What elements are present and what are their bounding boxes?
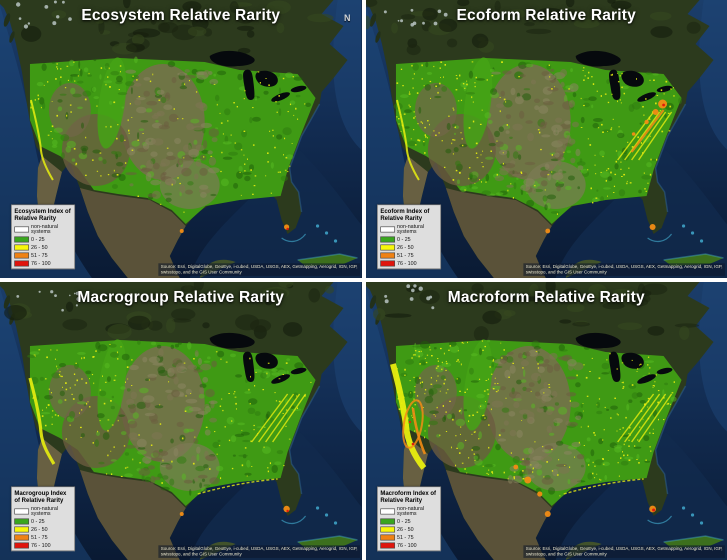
legend-swatch [14,225,30,232]
map-panel-ecosystem: Ecosystem Relative Rarity N Ecosystem In… [0,0,362,278]
legend-swatch [379,542,395,549]
legend-items: non-natural systems 0 - 25 26 - 50 51 - 75 7… [14,223,71,267]
legend-item: 26 - 50 [379,243,437,251]
legend-item: 51 - 75 [14,251,71,259]
legend-swatch [14,534,30,541]
legend-item-label: 26 - 50 [396,243,414,250]
map-attribution: Source: Esri, DigitalGlobe, GeoEye, i-cu… [523,263,725,276]
legend-item-label: 26 - 50 [31,525,48,532]
legend-swatch [14,260,30,267]
legend-title: Macrogroup Index of Relative Rarity [14,489,67,503]
legend-swatch [379,507,395,514]
map-attribution: Source: Esri, DigitalGlobe, GeoEye, i-cu… [157,263,360,276]
legend-swatch [379,526,395,533]
legend-item: non-natural systems [379,504,437,517]
legend-items: non-natural systems 0 - 25 26 - 50 51 - 75 7… [379,504,437,549]
legend-swatch [14,236,30,243]
attribution-line2: swisstopo, and the GIS User Community [160,269,242,276]
legend-item: 51 - 75 [14,533,71,541]
attribution-line2: swisstopo, and the GIS User Community [160,551,242,558]
attribution-line2: swisstopo, and the GIS User Community [525,269,607,276]
legend-swatch [379,225,395,232]
legend-title: Ecosystem Index of Relative Rarity [14,207,71,221]
legend-item-label: 76 - 100 [396,541,417,548]
legend-swatch [14,507,30,514]
legend-items: non-natural systems 0 - 25 26 - 50 51 - 75 7… [379,222,437,267]
attribution-line1: Source: Esri, DigitalGlobe, GeoEye, i-cu… [160,264,358,270]
legend-item: 76 - 100 [14,259,71,267]
legend-item-label: 0 - 25 [31,517,45,524]
legend-item-label: 0 - 25 [396,517,411,524]
legend-swatch [14,542,30,549]
legend-item-label: 51 - 75 [396,251,414,258]
legend-swatch [379,260,395,267]
legend-item: non-natural systems [14,505,71,516]
panel-title: Ecoform Relative Rarity [456,7,636,24]
legend-item-label: 76 - 100 [31,259,51,266]
legend-item: 0 - 25 [14,517,71,525]
legend-item-label: non-natural systems [31,504,59,517]
legend-swatch [14,518,30,525]
legend-item-label: non-natural systems [396,222,424,235]
legend-swatch [379,252,395,259]
legend-item-label: 76 - 100 [31,541,51,548]
map-legend: Ecoform Index of Relative Rarity non-nat… [376,203,441,269]
attribution-line1: Source: Esri, DigitalGlobe, GeoEye, i-cu… [525,264,723,270]
us-map-macroform [365,282,727,560]
map-attribution: Source: Esri, DigitalGlobe, GeoEye, i-cu… [157,545,360,558]
map-attribution: Source: Esri, DigitalGlobe, GeoEye, i-cu… [523,545,725,558]
legend-item-label: non-natural systems [31,222,59,235]
legend-item-label: 0 - 25 [396,235,411,242]
legend-item: 26 - 50 [14,525,71,533]
north-indicator: N [344,13,351,23]
attribution-line1: Source: Esri, DigitalGlobe, GeoEye, i-cu… [525,546,723,552]
map-legend: Macrogroup Index of Relative Rarity non-… [11,485,76,551]
legend-title: Ecoform Index of Relative Rarity [379,207,429,221]
legend-items: non-natural systems 0 - 25 26 - 50 51 - 75 7… [14,505,71,549]
legend-item: 51 - 75 [379,251,437,259]
legend-item-label: non-natural systems [396,504,424,517]
panel-title: Macroform Relative Rarity [447,289,645,306]
legend-item: 76 - 100 [14,541,71,549]
legend-item: 76 - 100 [379,541,437,549]
legend-item: non-natural systems [14,223,71,234]
legend-item: 0 - 25 [379,517,437,525]
map-panel-ecoform: Ecoform Relative Rarity Ecoform Index of… [365,0,727,278]
us-map-macrogroup [0,282,362,560]
legend-item: 0 - 25 [14,235,71,243]
legend-swatch [14,526,30,533]
map-panel-macrogroup: Macrogroup Relative Rarity Macrogroup In… [0,282,362,560]
legend-item: 26 - 50 [14,243,71,251]
legend-item: 51 - 75 [379,533,437,541]
legend-item: 26 - 50 [379,525,437,533]
attribution-line2: swisstopo, and the GIS User Community [525,551,607,558]
legend-swatch [379,534,395,541]
panel-title: Ecosystem Relative Rarity [81,7,281,24]
legend-swatch [379,244,395,251]
legend-item-label: 26 - 50 [396,525,414,532]
legend-item-label: 0 - 25 [31,235,45,242]
map-legend: Ecosystem Index of Relative Rarity non-n… [11,203,76,269]
legend-title: Macroform Index of Relative Rarity [379,489,436,503]
legend-item-label: 51 - 75 [396,533,414,540]
map-legend: Macroform Index of Relative Rarity non-n… [376,485,441,551]
legend-item-label: 76 - 100 [396,259,417,266]
us-map-ecosystem [0,0,362,278]
attribution-line1: Source: Esri, DigitalGlobe, GeoEye, i-cu… [160,546,358,552]
legend-swatch [379,236,395,243]
legend-item: 76 - 100 [379,259,437,267]
legend-item: non-natural systems [379,222,437,235]
legend-swatch [379,518,395,525]
legend-item-label: 51 - 75 [31,251,48,258]
panel-title: Macrogroup Relative Rarity [77,289,285,306]
legend-item-label: 51 - 75 [31,533,48,540]
legend-swatch [14,244,30,251]
legend-item-label: 26 - 50 [31,243,48,250]
legend-item: 0 - 25 [379,235,437,243]
map-panel-macroform: Macroform Relative Rarity Macroform Inde… [365,282,727,560]
legend-swatch [14,252,30,259]
